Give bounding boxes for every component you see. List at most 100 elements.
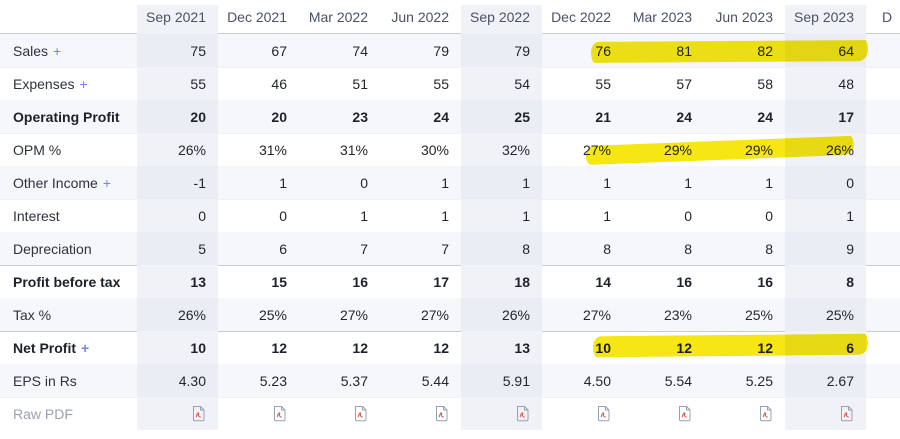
header-corner-cell — [0, 0, 137, 34]
row-label-sales: Sales + — [0, 34, 137, 67]
table-cell-opm-jun-2023: 29% — [744, 141, 773, 158]
column-header-dec-2021: Dec 2021 — [227, 9, 287, 25]
cutoff-column-cell — [866, 67, 900, 100]
row-label-depreciation: Depreciation — [0, 232, 137, 265]
cutoff-column-cell — [866, 397, 900, 430]
table-cell-net-profit-jun-2023: 12 — [757, 339, 773, 356]
row-label-tax: Tax % — [0, 298, 137, 331]
table-cell-other-income-dec-2022: 1 — [542, 166, 623, 199]
table-cell-depreciation-mar-2023: 8 — [623, 232, 704, 265]
table-row-interest: Interest 0 0 1 1 1 1 0 0 1 — [0, 199, 900, 232]
row-label-text: Net Profit — [13, 339, 76, 356]
table-cell-interest-mar-2022: 1 — [360, 207, 368, 224]
table-cell-sales-sep-2023: 64 — [785, 34, 866, 67]
row-label-operating-profit: Operating Profit — [0, 100, 137, 133]
table-row-profit-before-tax: Profit before tax 13 15 16 17 18 14 16 16 8 — [0, 265, 900, 298]
table-cell-depreciation-dec-2021: 6 — [218, 232, 299, 265]
table-cell-opm-sep-2022: 32% — [461, 133, 542, 166]
table-cell-interest-dec-2022: 1 — [603, 207, 611, 224]
table-cell-sales-jun-2023: 82 — [704, 34, 785, 67]
cutoff-column-cell — [866, 232, 900, 265]
expand-row-button[interactable]: + — [79, 75, 88, 92]
table-cell-sales-jun-2022: 79 — [380, 34, 461, 67]
column-header-mar-2023: Mar 2023 — [632, 9, 692, 25]
row-label-text: Sales — [13, 42, 49, 59]
table-cell-eps-in-rs-mar-2022: 5.37 — [299, 364, 380, 397]
table-cell-interest-sep-2023: 1 — [785, 199, 866, 232]
raw-pdf-link[interactable] — [272, 405, 287, 422]
raw-pdf-link[interactable] — [515, 405, 530, 422]
cutoff-column-cell — [866, 133, 900, 166]
raw-pdf-link[interactable] — [596, 405, 611, 422]
table-cell-other-income-mar-2022: 0 — [299, 166, 380, 199]
pdf-file-icon — [436, 406, 448, 422]
table-cell-sales-mar-2023: 81 — [623, 34, 704, 67]
pdf-file-icon — [517, 406, 529, 422]
table-cell-operating-profit-dec-2022: 21 — [542, 100, 623, 133]
table-cell-operating-profit-sep-2021: 20 — [137, 100, 218, 133]
pdf-file-icon — [679, 406, 691, 422]
table-cell-depreciation-dec-2022: 8 — [542, 232, 623, 265]
column-header-sep-2021: Sep 2021 — [137, 0, 218, 34]
table-cell-operating-profit-sep-2023: 17 — [785, 100, 866, 133]
table-row-net-profit: Net Profit +10 12 12 12 13 10 12 12 6 — [0, 331, 900, 364]
table-cell-expenses-mar-2023: 57 — [676, 75, 692, 92]
table-cell-sales-dec-2021: 67 — [218, 34, 299, 67]
table-cell-depreciation-jun-2022: 7 — [380, 232, 461, 265]
table-cell-opm-dec-2021: 31% — [258, 141, 287, 158]
table-cell-other-income-sep-2021: -1 — [137, 166, 218, 199]
table-cell-operating-profit-mar-2023: 24 — [623, 100, 704, 133]
expand-row-button[interactable]: + — [53, 42, 62, 59]
cutoff-column-cell — [866, 331, 900, 364]
table-cell-tax-sep-2023: 25% — [785, 298, 866, 331]
table-cell-eps-in-rs-sep-2021: 4.30 — [137, 364, 218, 397]
table-row-operating-profit: Operating Profit 20 20 23 24 25 21 24 24 17 — [0, 100, 900, 133]
row-label-eps-in-rs: EPS in Rs — [0, 364, 137, 397]
row-label-text: EPS in Rs — [13, 372, 77, 389]
expand-row-button[interactable]: + — [81, 339, 90, 356]
table-cell-opm-mar-2023: 29% — [663, 141, 692, 158]
table-cell-sales-sep-2021: 75 — [137, 34, 218, 67]
table-cell-eps-in-rs-jun-2022: 5.44 — [380, 364, 461, 397]
table-cell-other-income-sep-2022: 1 — [461, 166, 542, 199]
table-cell-interest-sep-2022: 1 — [461, 199, 542, 232]
table-cell-operating-profit-jun-2022: 24 — [380, 100, 461, 133]
pdf-file-icon — [598, 406, 610, 422]
row-label-text: OPM % — [13, 141, 62, 158]
raw-pdf-link[interactable] — [434, 405, 449, 422]
table-cell-depreciation-sep-2023: 9 — [785, 232, 866, 265]
raw-pdf-link[interactable] — [677, 405, 692, 422]
row-label-text: Raw PDF — [13, 405, 73, 422]
table-cell-profit-before-tax-dec-2021: 15 — [271, 273, 287, 290]
table-cell-eps-in-rs-mar-2023: 5.54 — [623, 364, 704, 397]
raw-pdf-link[interactable] — [758, 405, 773, 422]
raw-pdf-link[interactable] — [191, 405, 206, 422]
table-cell-opm-sep-2023: 26% — [785, 133, 866, 166]
cutoff-column-cell — [866, 34, 900, 67]
table-row-expenses: Expenses +55 46 51 55 54 55 57 58 48 — [0, 67, 900, 100]
table-header-row: Sep 2021 Dec 2021 Mar 2022 Jun 2022 Sep 2022… — [0, 0, 900, 34]
table-cell-expenses-dec-2021: 46 — [271, 75, 287, 92]
table-cell-profit-before-tax-jun-2022: 17 — [433, 273, 449, 290]
table-cell-tax-sep-2022: 26% — [461, 298, 542, 331]
table-cell-raw-pdf-mar-2022 — [299, 397, 380, 430]
table-cell-depreciation-sep-2022: 8 — [461, 232, 542, 265]
table-cell-operating-profit-sep-2022: 25 — [461, 100, 542, 133]
raw-pdf-link[interactable] — [839, 405, 854, 422]
column-header-jun-2023: Jun 2023 — [715, 9, 773, 25]
table-cell-sales-dec-2022: 76 — [542, 34, 623, 67]
expand-row-button[interactable]: + — [102, 174, 112, 191]
table-cell-profit-before-tax-sep-2021: 13 — [137, 265, 218, 298]
cutoff-column-cell — [866, 199, 900, 232]
table-cell-expenses-dec-2022: 55 — [595, 75, 611, 92]
cutoff-column-cell — [866, 364, 900, 397]
row-label-other-income: Other Income + — [0, 166, 137, 199]
table-cell-net-profit-mar-2022: 12 — [352, 339, 368, 356]
table-cell-operating-profit-dec-2021: 20 — [218, 100, 299, 133]
column-header-sep-2023: Sep 2023 — [785, 0, 866, 34]
table-row-depreciation: Depreciation 5 6 7 7 8 8 8 8 9 — [0, 232, 900, 265]
table-cell-interest-jun-2023: 0 — [765, 207, 773, 224]
raw-pdf-link[interactable] — [353, 405, 368, 422]
table-cell-eps-in-rs-dec-2021: 5.23 — [218, 364, 299, 397]
column-header-sep-2022: Sep 2022 — [461, 0, 542, 34]
